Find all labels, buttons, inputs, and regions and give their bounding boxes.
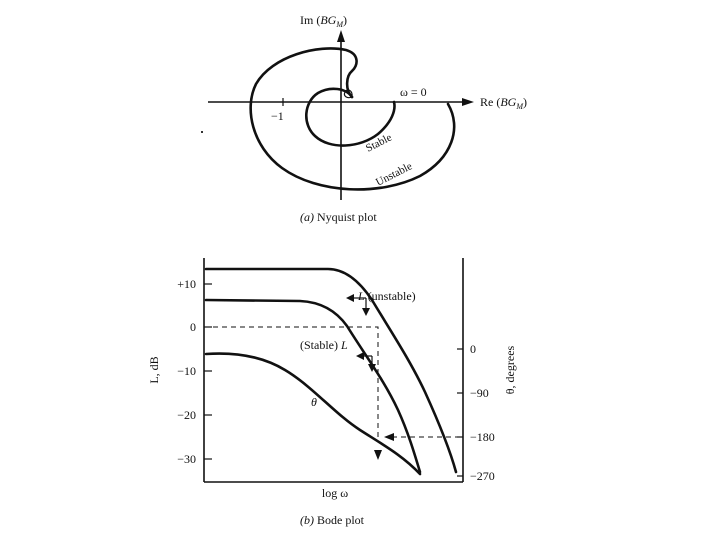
nyquist-im-arrowhead: [337, 30, 345, 42]
bode-left-ticks: [204, 283, 212, 460]
bode-stable-label: (Stable) L: [300, 338, 348, 352]
nyquist-unstable-curve: [249, 47, 456, 191]
bode-zero-db-guide: [204, 326, 379, 437]
bode-phase-curve: [204, 352, 422, 476]
bode-right-tick-label: −270: [470, 469, 495, 483]
bode-plot: +10 0 −10 −20 −30 0 −90 −180 −270 L, dB …: [147, 258, 517, 527]
nyquist-omega-zero-label: ω = 0: [400, 85, 427, 99]
nyquist-stable-label: Stable: [364, 131, 394, 154]
nyquist-re-axis-label: Re (BGM): [480, 95, 527, 111]
bode-unstable-gain-curve: [204, 267, 458, 474]
bode-right-tick-label: −180: [470, 430, 495, 444]
stable-marker-left-arrow: [356, 352, 364, 360]
bode-left-axis-label: L, dB: [147, 356, 161, 383]
nyquist-im-axis-label: Im (BGM): [300, 13, 347, 29]
bode-right-tick-label: 0: [470, 342, 476, 356]
unstable-marker-left-arrow: [346, 294, 354, 302]
bode-left-tick-label: −10: [177, 364, 196, 378]
bode-right-tick-label: −90: [470, 386, 489, 400]
bode-right-ticks: [457, 348, 463, 477]
bode-unstable-label: L (unstable): [357, 289, 416, 303]
bode-right-axis-label: θ, degrees: [503, 345, 517, 394]
bode-left-tick-label: −30: [177, 452, 196, 466]
nyquist-origin-loop: [343, 89, 353, 99]
stable-marker-down-arrow: [368, 364, 376, 372]
bode-caption: (b) Bode plot: [300, 513, 365, 527]
bode-left-tick-label: −20: [177, 408, 196, 422]
bode-left-tick-label: 0: [190, 320, 196, 334]
nyquist-stable-curve: [305, 87, 396, 147]
phase-cross-down-arrow: [374, 450, 382, 460]
nyquist-plot: Im (BGM) Re (BGM) −1 ω = 0 Stable Unstab…: [201, 13, 527, 224]
bode-theta-label: θ: [311, 395, 317, 409]
bode-left-tick-label: +10: [177, 277, 196, 291]
scan-speck: [201, 131, 203, 133]
nyquist-re-arrowhead: [462, 98, 474, 106]
nyquist-minus-one-label: −1: [271, 109, 284, 123]
nyquist-caption: (a) Nyquist plot: [300, 210, 377, 224]
phase-cross-left-arrow: [384, 433, 394, 441]
unstable-marker-down-arrow: [362, 308, 370, 316]
bode-x-axis-label: log ω: [322, 486, 348, 500]
